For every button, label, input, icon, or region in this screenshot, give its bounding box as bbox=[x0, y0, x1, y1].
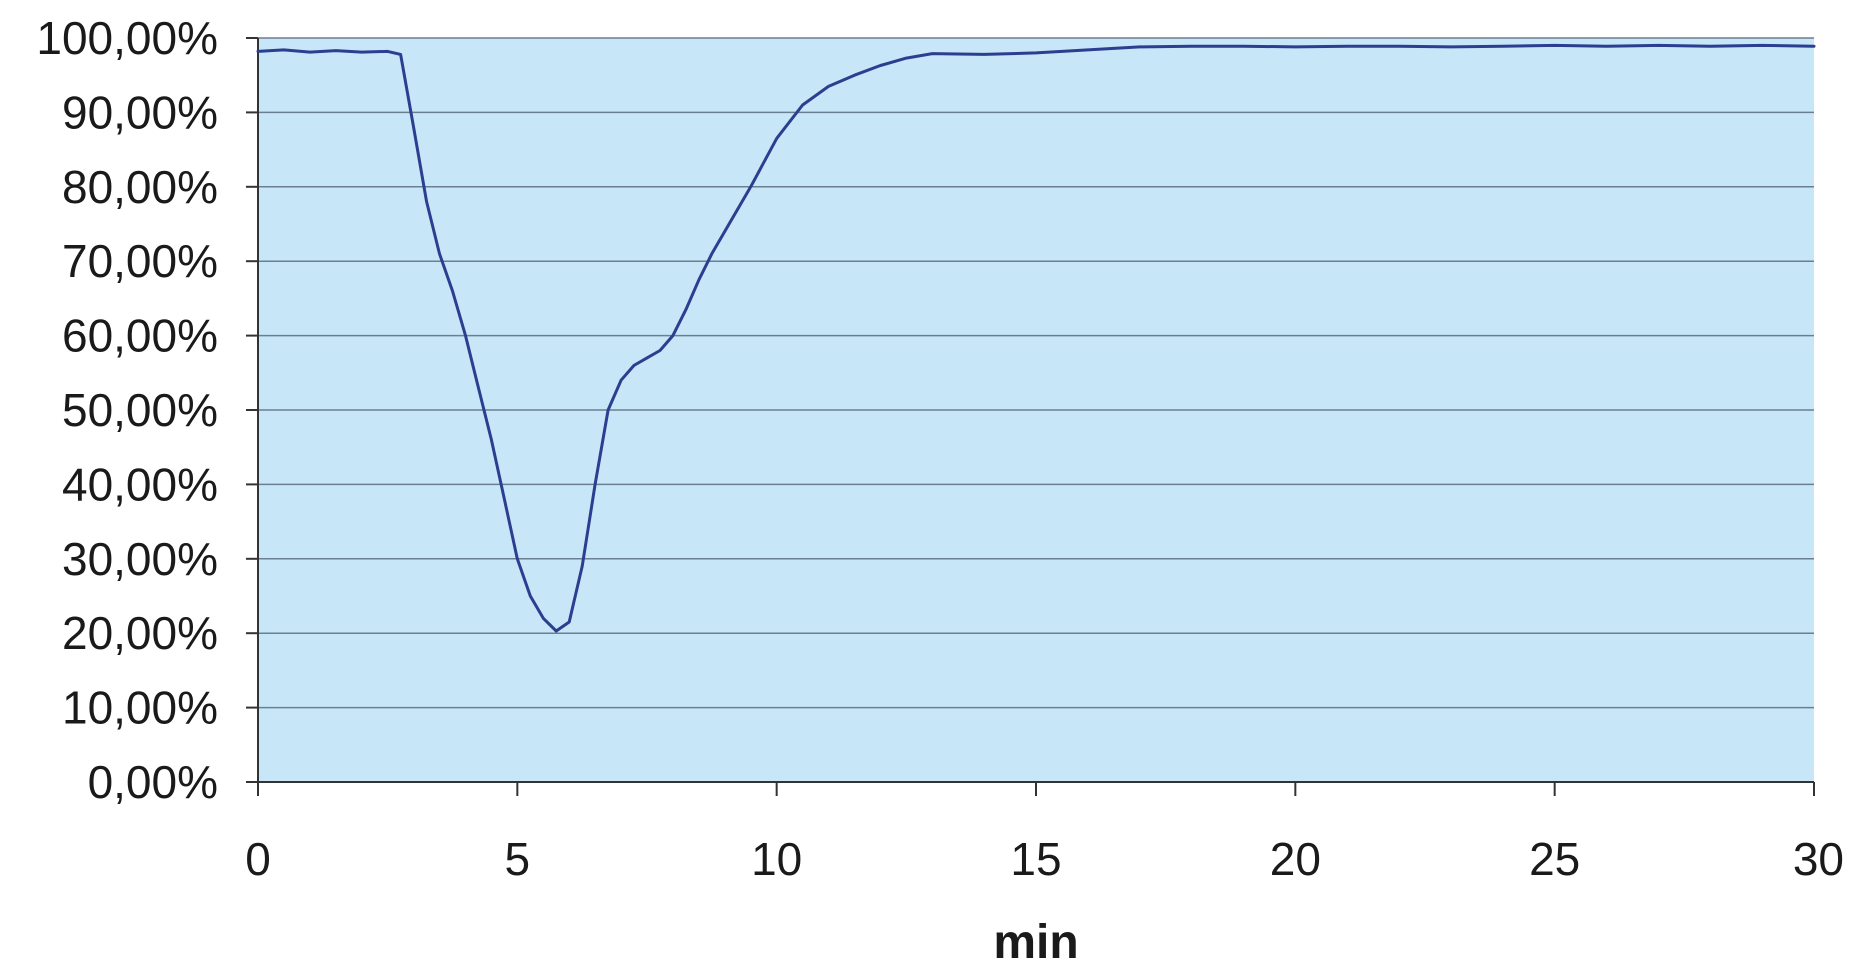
x-tick-label: 10 bbox=[751, 833, 802, 885]
series-line bbox=[256, 43, 1816, 633]
y-axis-ticks: 0,00% 10,00% 20,00% 30,00% 40,00% 50,00% 60,00… bbox=[36, 12, 258, 808]
y-tick-label: 60,00% bbox=[62, 310, 218, 362]
y-tick-label: 90,00% bbox=[62, 86, 218, 138]
y-tick-label: 80,00% bbox=[62, 161, 218, 213]
x-tick-label: 25 bbox=[1529, 833, 1580, 885]
y-tick-label: 70,00% bbox=[62, 235, 218, 287]
y-tick-label: 0,00% bbox=[88, 756, 218, 808]
x-tick-label: 5 bbox=[505, 833, 531, 885]
x-tick-label: 0 bbox=[245, 833, 271, 885]
x-tick-label: 15 bbox=[1010, 833, 1061, 885]
x-tick-label: 30 bbox=[1793, 833, 1844, 885]
y-tick-label: 20,00% bbox=[62, 607, 218, 659]
x-axis-ticks: 0 5 10 15 20 25 30 bbox=[245, 782, 1844, 885]
series-group bbox=[256, 43, 1816, 633]
x-tick-label: 20 bbox=[1270, 833, 1321, 885]
x-axis-title: min bbox=[993, 916, 1078, 969]
y-tick-label: 50,00% bbox=[62, 384, 218, 436]
y-tick-label: 100,00% bbox=[36, 12, 218, 64]
y-tick-label: 40,00% bbox=[62, 458, 218, 510]
y-tick-label: 10,00% bbox=[62, 682, 218, 734]
y-tick-label: 30,00% bbox=[62, 533, 218, 585]
